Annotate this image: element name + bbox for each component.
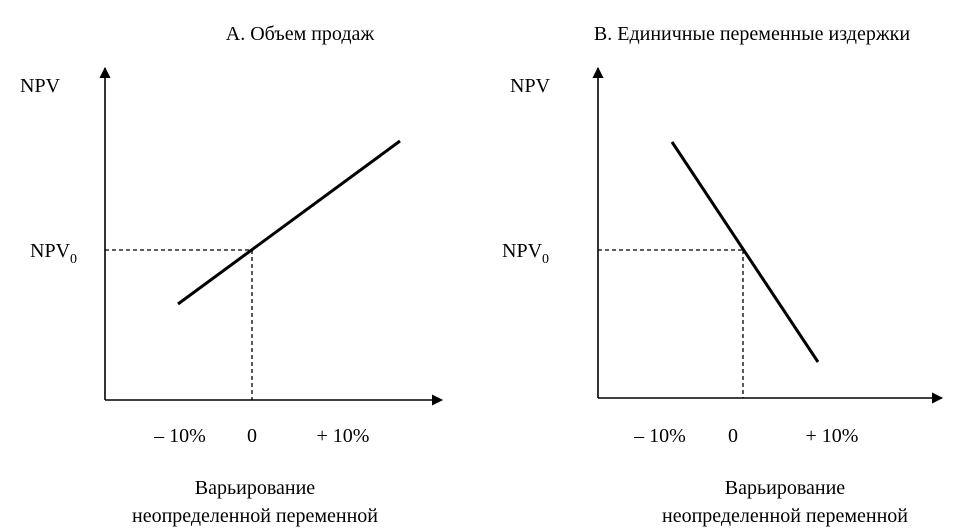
- y-axis-label: NPV: [510, 75, 551, 97]
- x-tick-label: – 10%: [633, 425, 686, 447]
- x-axis-label: Варьирование: [195, 477, 316, 499]
- x-axis-label: Варьирование: [725, 477, 846, 499]
- panel-b: В. Единичные переменные издержки NPV NPV…: [502, 23, 944, 527]
- y-marker-label: NPV0: [30, 240, 77, 267]
- x-tick-label: + 10%: [806, 425, 859, 447]
- panel-a: А. Объем продаж NPV NPV0 – 10% 0 + 10% В…: [20, 23, 444, 527]
- sensitivity-line: [177, 139, 401, 306]
- x-axis-label: неопределенной переменной: [132, 505, 378, 527]
- panel-title: А. Объем продаж: [226, 23, 375, 45]
- panel-title: В. Единичные переменные издержки: [594, 23, 910, 45]
- x-tick-label: – 10%: [153, 425, 206, 447]
- y-axis-label: NPV: [20, 75, 61, 97]
- y-marker-subscript: 0: [542, 252, 549, 267]
- x-tick-label: 0: [247, 425, 257, 447]
- x-tick-label: + 10%: [317, 425, 370, 447]
- x-axis-label: неопределенной переменной: [662, 505, 908, 527]
- sensitivity-line: [670, 141, 820, 363]
- x-tick-label: 0: [728, 425, 738, 447]
- y-marker-subscript: 0: [70, 252, 77, 267]
- y-marker-text: NPV: [502, 240, 543, 262]
- y-marker-text: NPV: [30, 240, 71, 262]
- y-marker-label: NPV0: [502, 240, 549, 267]
